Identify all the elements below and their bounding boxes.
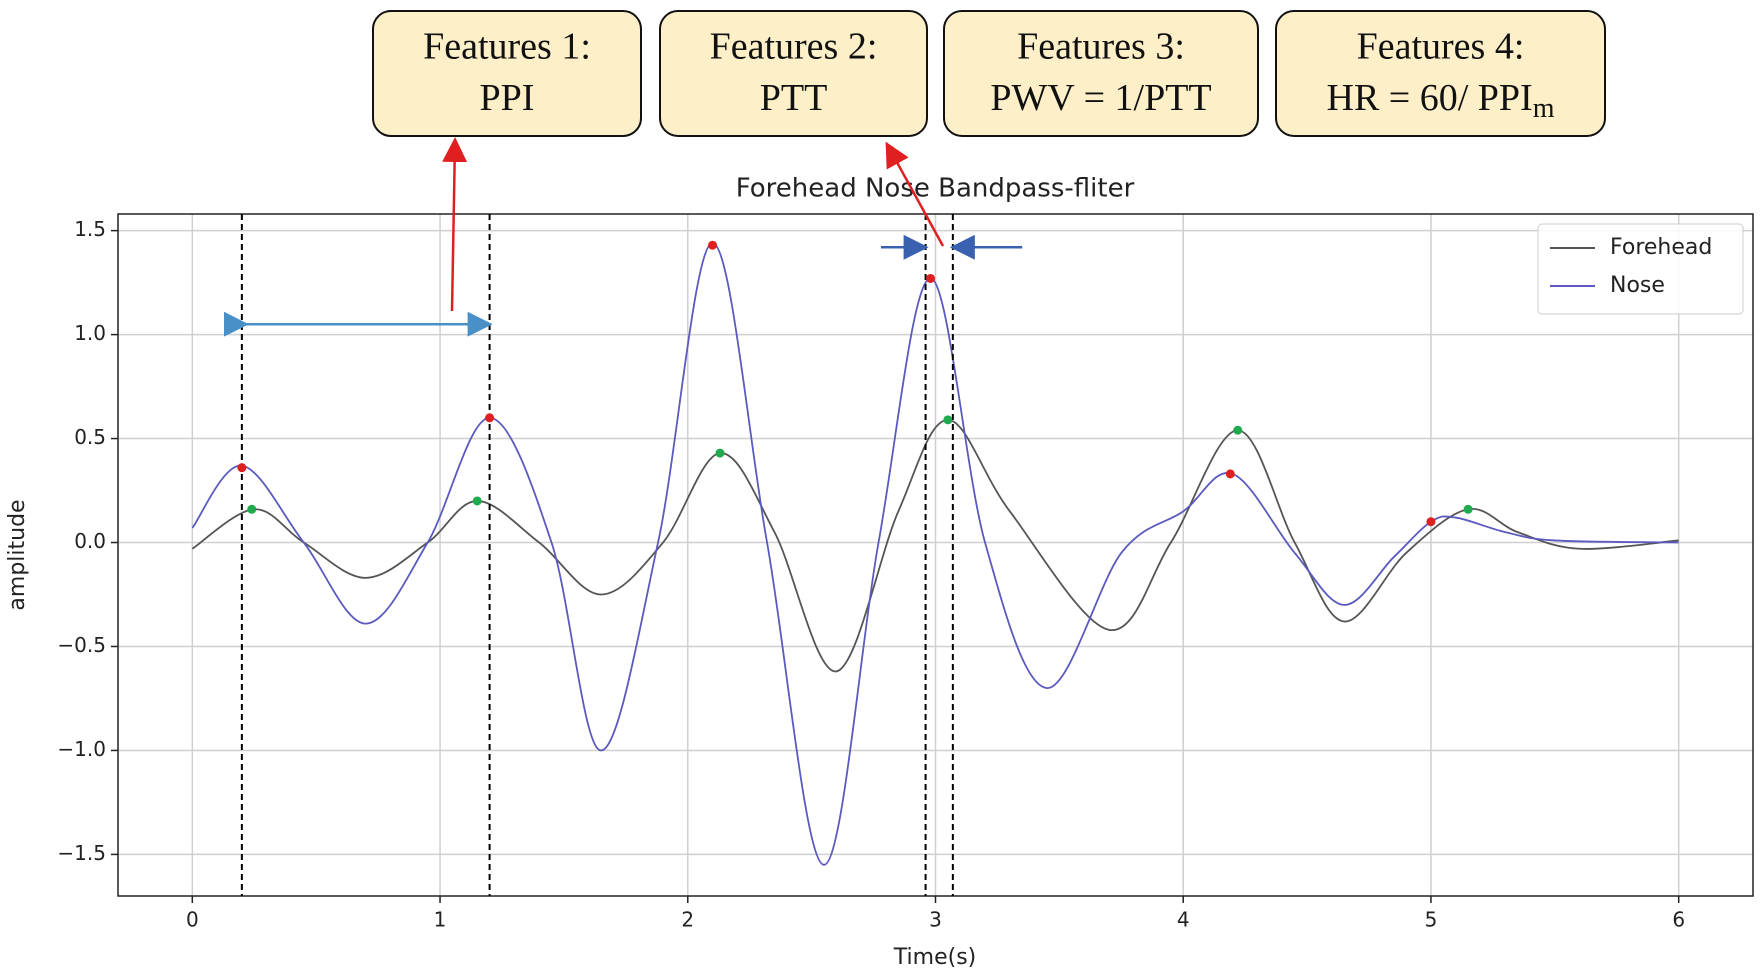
legend-box xyxy=(1537,223,1744,315)
peak-point xyxy=(485,413,495,423)
feature-title: Features 3: xyxy=(1017,26,1185,68)
y-tick-label: 0.0 xyxy=(74,529,106,553)
feature-box xyxy=(1275,10,1606,137)
legend-label: Nose xyxy=(1610,273,1665,298)
feature-title: Features 1: xyxy=(423,26,591,68)
x-tick-label: 2 xyxy=(681,908,694,932)
feature-text-main: HR = 60/ PPI xyxy=(1327,77,1533,119)
peak-point xyxy=(943,415,953,425)
y-axis-label: amplitude xyxy=(5,499,30,610)
feature-subscript: m xyxy=(1533,93,1555,124)
feature-arrow xyxy=(442,137,468,312)
feature-text: HR = 60/ PPIm xyxy=(1327,77,1555,125)
peak-point xyxy=(1426,517,1436,527)
feature-text-main: PPI xyxy=(480,77,535,119)
peak-point xyxy=(1225,469,1235,479)
peak-point xyxy=(1463,504,1473,514)
feature-title: Features 2: xyxy=(710,26,878,68)
feature-text: PPI xyxy=(480,77,535,119)
chart-title: Forehead Nose Bandpass-fliter xyxy=(736,174,1135,204)
y-tick-label: 0.5 xyxy=(74,425,106,449)
x-tick-label: 5 xyxy=(1425,908,1438,932)
feature-text-main: PWV = 1/PTT xyxy=(990,77,1211,119)
peak-point xyxy=(926,273,936,283)
y-tick-label: −0.5 xyxy=(57,633,106,657)
feature-box xyxy=(943,10,1259,137)
x-tick-label: 6 xyxy=(1672,908,1685,932)
x-tick-label: 0 xyxy=(186,908,199,932)
legend-label: Forehead xyxy=(1610,235,1712,260)
feature-box xyxy=(372,10,642,137)
feature-box xyxy=(659,10,928,137)
feature-text: PTT xyxy=(760,77,828,119)
peak-point xyxy=(715,448,725,458)
x-tick-label: 3 xyxy=(929,908,942,932)
y-tick-label: 1.0 xyxy=(74,321,106,345)
peak-point xyxy=(247,504,257,514)
series-line xyxy=(191,418,1679,673)
feature-text: PWV = 1/PTT xyxy=(990,77,1211,119)
peak-point xyxy=(237,463,247,473)
y-tick-label: −1.0 xyxy=(57,737,106,761)
feature-text-main: PTT xyxy=(760,77,828,119)
y-tick-label: −1.5 xyxy=(57,841,106,865)
plot-frame xyxy=(117,213,1754,897)
x-tick-label: 4 xyxy=(1177,908,1190,932)
peak-point xyxy=(472,496,482,506)
feature-arrow xyxy=(885,141,945,247)
y-tick-label: 1.5 xyxy=(74,217,106,241)
x-tick-label: 1 xyxy=(434,908,447,932)
peak-point xyxy=(708,240,718,250)
feature-title: Features 4: xyxy=(1357,26,1525,68)
series-line xyxy=(191,242,1679,866)
x-axis-label: Time(s) xyxy=(893,945,976,970)
peak-point xyxy=(1233,425,1243,435)
